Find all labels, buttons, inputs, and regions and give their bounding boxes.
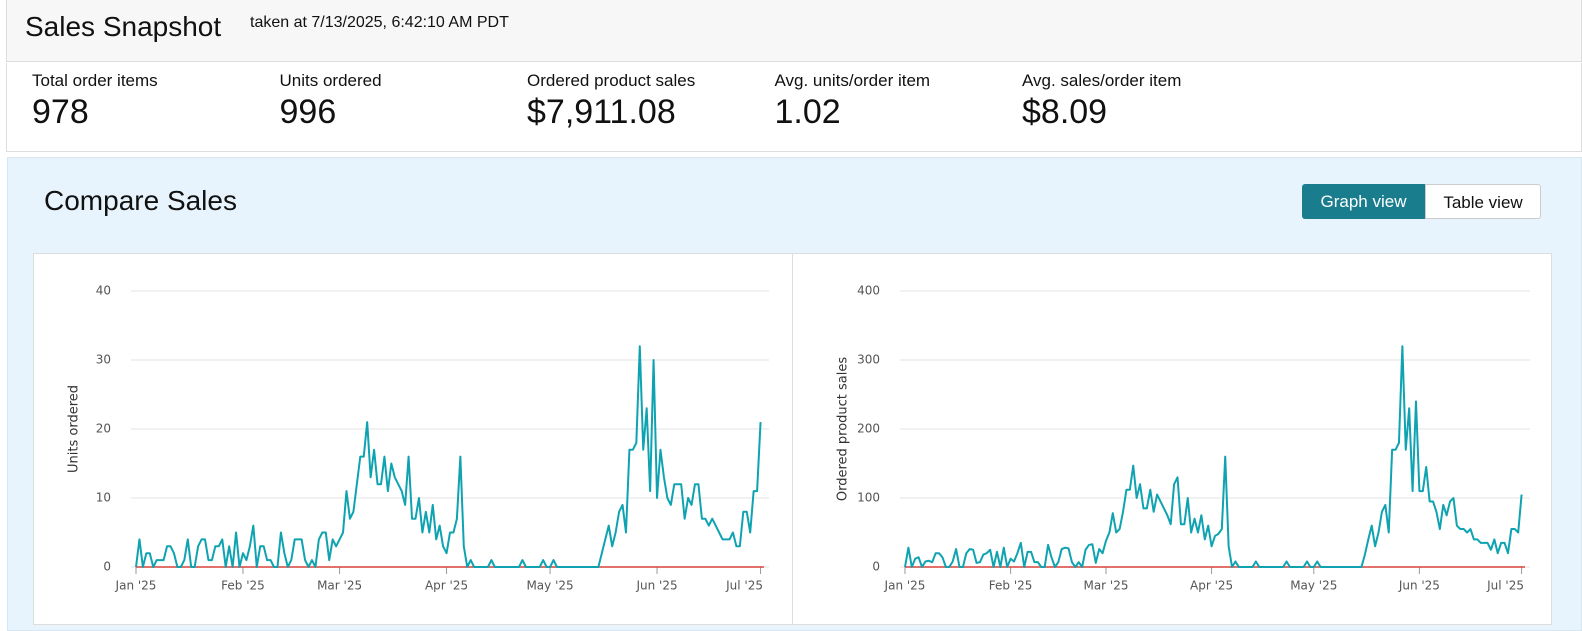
x-tick-label: Apr '25 <box>1190 579 1233 593</box>
chart: 0 100 200 300 400 Jan '25 Feb '25 Mar '25 Apr '2… <box>792 253 1552 625</box>
page-title: Sales Snapshot <box>25 11 222 42</box>
x-tick-label: Jan '25 <box>884 579 926 593</box>
header <box>6 0 1582 62</box>
y-axis-label: Units ordered <box>67 385 82 473</box>
x-tick-label: Jan '25 <box>115 579 157 593</box>
y-tick-label: 100 <box>857 491 880 505</box>
metric-value: 978 <box>32 93 89 131</box>
x-tick-label: Jun '25 <box>635 579 677 593</box>
y-tick-label: 30 <box>96 353 111 367</box>
x-tick-label: Feb '25 <box>989 579 1033 593</box>
metric-label: Avg. units/order item <box>774 71 931 90</box>
metric-value: $7,911.08 <box>527 93 676 131</box>
data-line <box>135 345 762 568</box>
x-tick-label: Jun '25 <box>1398 579 1440 593</box>
x-tick-label: Feb '25 <box>221 579 265 593</box>
y-tick-label: 20 <box>96 422 111 436</box>
metric-value: 1.02 <box>774 93 841 131</box>
x-tick-label: Apr '25 <box>425 579 468 593</box>
y-tick-label: 0 <box>872 560 880 574</box>
metric-label: Units ordered <box>279 71 382 90</box>
y-tick-label: 10 <box>96 491 111 505</box>
y-tick-label: 400 <box>857 284 880 298</box>
y-axis-label: Ordered product sales <box>836 357 851 502</box>
y-tick-label: 0 <box>103 560 111 574</box>
metric-label: Ordered product sales <box>527 71 696 90</box>
y-tick-label: 200 <box>857 422 880 436</box>
section-title: Compare Sales <box>44 185 237 216</box>
x-tick-label: Jul '25 <box>1486 579 1524 593</box>
x-tick-label: Jul '25 <box>725 579 763 593</box>
x-tick-label: May '25 <box>526 579 573 593</box>
metric-label: Avg. sales/order item <box>1022 71 1182 90</box>
metric-value: $8.09 <box>1022 93 1108 131</box>
y-tick-label: 40 <box>96 284 111 298</box>
x-tick-label: Mar '25 <box>317 579 362 593</box>
x-tick-label: Mar '25 <box>1083 579 1128 593</box>
y-tick-label: 300 <box>857 353 880 367</box>
chart: 0 10 20 30 40 Jan '25 Feb '25 Mar '25 Apr '25 May… <box>33 253 793 625</box>
data-line <box>904 345 1523 568</box>
graph-view-button[interactable]: Graph view <box>1302 184 1425 219</box>
table-view-button[interactable]: Table view <box>1425 184 1541 219</box>
metric-value: 996 <box>279 93 337 131</box>
timestamp: taken at 7/13/2025, 6:42:10 AM PDT <box>250 14 509 31</box>
x-tick-label: May '25 <box>1290 579 1337 593</box>
metric-label: Total order items <box>32 71 158 90</box>
